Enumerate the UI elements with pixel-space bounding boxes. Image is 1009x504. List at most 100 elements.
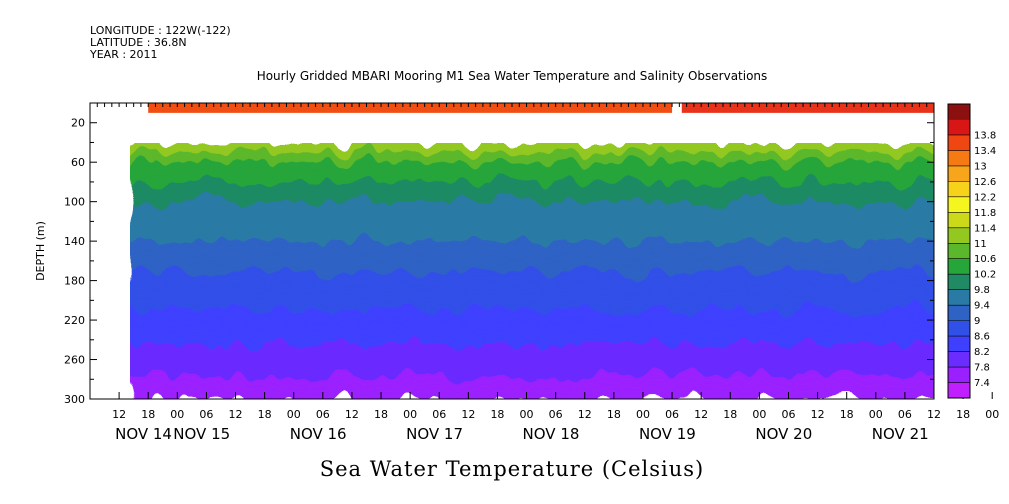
colorbar-label: 9 xyxy=(974,316,980,327)
year-label: YEAR : 2011 xyxy=(89,48,158,61)
x-tick-label: 06 xyxy=(898,408,912,421)
x-tick-label: 12 xyxy=(578,408,592,421)
temperature-band xyxy=(130,219,934,222)
temperature-band xyxy=(130,308,934,311)
temperature-band xyxy=(130,229,934,232)
temperature-band xyxy=(130,221,934,224)
colorbar: 7.4 7.8 8.2 8.6 9 9.4 9.8 10.2 10.6 11 11.4 11.8 12.… xyxy=(947,103,996,399)
temperature-band xyxy=(130,337,934,341)
temperature-band xyxy=(130,322,934,325)
temperature-band xyxy=(130,254,934,258)
temperature-band xyxy=(130,209,934,213)
temperature-band xyxy=(130,177,934,181)
temperature-band xyxy=(130,395,934,398)
temperature-band xyxy=(130,339,934,343)
temperature-band xyxy=(130,393,934,396)
temperature-band xyxy=(130,276,934,280)
x-tick-label: 06 xyxy=(665,408,679,421)
x-tick-label: 06 xyxy=(432,408,446,421)
temperature-band xyxy=(130,197,934,201)
x-day-label: NOV 18 xyxy=(523,425,580,443)
x-tick-label: 00 xyxy=(752,408,766,421)
colorbar-label: 12.6 xyxy=(974,177,996,188)
temperature-band xyxy=(130,245,934,248)
temperature-band xyxy=(130,247,934,250)
temperature-band xyxy=(130,231,934,234)
temperature-band xyxy=(130,375,934,378)
x-tick-label: 12 xyxy=(229,408,243,421)
colorbar-label: 8.6 xyxy=(974,332,990,343)
temperature-band xyxy=(130,152,934,155)
temperature-band xyxy=(130,191,934,195)
temperature-band xyxy=(130,359,934,363)
chart-title: Hourly Gridded MBARI Mooring M1 Sea Wate… xyxy=(257,69,768,83)
temperature-band xyxy=(130,324,934,327)
colorbar-label: 8.2 xyxy=(974,347,990,358)
temperature-band xyxy=(130,284,934,288)
colorbar-swatch xyxy=(948,243,970,260)
temperature-band xyxy=(130,389,934,392)
colorbar-label: 7.8 xyxy=(974,363,990,374)
colorbar-swatch xyxy=(948,165,970,182)
temperature-band xyxy=(130,235,934,238)
temperature-band xyxy=(130,162,934,165)
temperature-band xyxy=(130,367,934,370)
temperature-band xyxy=(130,383,934,386)
temperature-band xyxy=(130,185,934,189)
temperature-band xyxy=(130,256,934,260)
temperature-band xyxy=(130,213,934,217)
x-tick-label: 12 xyxy=(811,408,825,421)
temperature-band xyxy=(130,292,934,296)
surface-band xyxy=(681,103,934,113)
temperature-band xyxy=(130,373,934,376)
colorbar-swatch xyxy=(948,227,970,244)
colorbar-swatch xyxy=(948,336,970,352)
x-tick-label: 12 xyxy=(345,408,359,421)
x-tick-label: 18 xyxy=(490,408,504,421)
x-day-label: NOV 19 xyxy=(639,425,696,443)
colorbar-label: 11.8 xyxy=(974,208,996,219)
temperature-band xyxy=(130,363,934,367)
temperature-band xyxy=(130,304,934,307)
temperature-band xyxy=(130,349,934,353)
y-tick-label: 100 xyxy=(64,196,85,209)
temperature-band xyxy=(130,290,934,294)
temperature-band xyxy=(130,154,934,157)
x-tick-label: 06 xyxy=(199,408,213,421)
colorbar-swatch xyxy=(948,258,970,275)
colorbar-swatch xyxy=(948,104,970,120)
temperature-band xyxy=(130,183,934,187)
y-tick-label: 60 xyxy=(71,156,85,169)
temperature-band xyxy=(130,302,934,305)
x-day-label: NOV 21 xyxy=(872,425,929,443)
temperature-field xyxy=(130,143,934,399)
x-tick-label: 18 xyxy=(141,408,155,421)
temperature-band xyxy=(130,168,934,171)
temperature-band xyxy=(130,179,934,183)
colorbar-label: 10.2 xyxy=(974,270,996,281)
colorbar-swatch xyxy=(948,382,970,399)
temperature-band xyxy=(130,300,934,303)
colorbar-swatch xyxy=(948,289,970,306)
colorbar-label: 13.8 xyxy=(974,130,996,141)
temperature-band xyxy=(130,270,934,274)
y-axis-label: DEPTH (m) xyxy=(34,221,47,281)
temperature-band xyxy=(130,385,934,388)
temperature-band xyxy=(130,353,934,357)
x-tick-label: 12 xyxy=(112,408,126,421)
y-axis: 20 60 100 140 180 220 260 300 xyxy=(64,117,934,406)
variable-label: Sea Water Temperature (Celsius) xyxy=(320,457,705,481)
temperature-band xyxy=(130,377,934,380)
colorbar-swatch xyxy=(948,196,970,213)
x-tick-label: 00 xyxy=(170,408,184,421)
temperature-band xyxy=(130,286,934,290)
temperature-band xyxy=(130,280,934,284)
temperature-band xyxy=(130,325,934,329)
temperature-band xyxy=(130,310,934,313)
colorbar-label: 10.6 xyxy=(974,254,996,265)
x-day-label: NOV 14 xyxy=(115,425,172,443)
colorbar-label: 13 xyxy=(974,161,987,172)
temperature-band xyxy=(130,296,934,299)
temperature-band xyxy=(130,251,934,254)
temperature-band xyxy=(130,252,934,256)
